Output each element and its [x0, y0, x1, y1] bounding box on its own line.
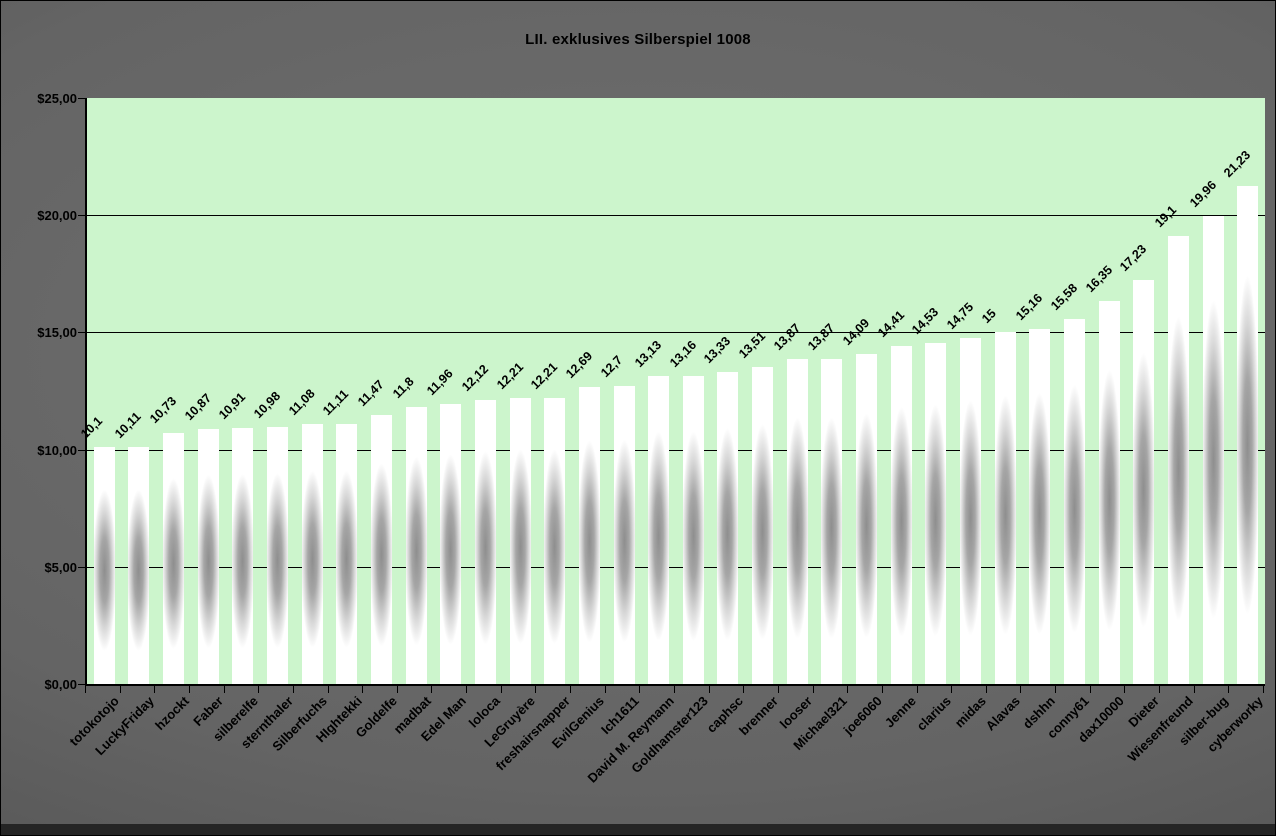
bar	[1133, 280, 1155, 684]
bottom-shadow-band	[1, 824, 1275, 835]
y-axis-label: $15,00	[37, 325, 77, 341]
bar	[960, 338, 981, 684]
y-axis-tick	[78, 449, 85, 451]
x-axis-tick	[1159, 686, 1161, 693]
x-axis-tick	[604, 686, 606, 693]
y-axis-label: $20,00	[37, 208, 77, 224]
bar	[544, 397, 566, 684]
y-axis-tick	[78, 684, 85, 685]
y-axis-label: $5,00	[44, 559, 77, 575]
bar	[1237, 186, 1259, 684]
x-axis-tick	[396, 686, 398, 693]
gridline	[87, 449, 1265, 451]
bar	[717, 371, 739, 684]
x-axis-tick	[777, 686, 779, 693]
bar	[128, 447, 150, 684]
plot-area	[85, 98, 1265, 686]
x-axis-tick	[500, 686, 502, 693]
x-axis-tick	[708, 686, 710, 693]
bar	[405, 407, 427, 684]
x-axis-tick	[639, 686, 641, 693]
bar	[856, 353, 878, 684]
x-axis-tick	[1020, 686, 1022, 693]
x-axis-tick	[223, 686, 225, 693]
bar	[613, 386, 635, 684]
bar	[648, 376, 670, 684]
bar	[1167, 236, 1189, 684]
x-axis-tick	[431, 686, 433, 693]
bar	[821, 358, 843, 684]
x-axis-tick	[812, 686, 814, 693]
x-axis-tick	[1124, 686, 1126, 693]
x-axis-tick	[1263, 686, 1264, 693]
x-axis-tick	[535, 686, 537, 693]
bar	[301, 424, 323, 684]
bar	[509, 397, 531, 684]
x-axis-tick	[951, 686, 953, 693]
x-axis-tick	[188, 686, 190, 693]
x-axis-tick	[362, 686, 364, 693]
bar	[994, 332, 1016, 684]
y-axis-tick	[78, 566, 85, 568]
bar	[440, 403, 462, 684]
y-axis-tick	[78, 215, 85, 217]
bar	[474, 399, 496, 684]
bar	[890, 346, 912, 684]
bar	[371, 415, 392, 684]
bar	[1098, 300, 1120, 684]
x-axis-tick	[1055, 686, 1057, 693]
gridline	[87, 566, 1265, 568]
x-axis-tick	[292, 686, 294, 693]
x-axis-tick	[881, 686, 883, 693]
x-axis-tick	[674, 686, 675, 693]
x-axis-tick	[847, 686, 849, 693]
x-axis-tick	[258, 686, 260, 693]
x-axis-tick	[466, 686, 468, 693]
bar	[163, 432, 185, 684]
bar	[1029, 328, 1051, 684]
gridline	[87, 215, 1265, 217]
y-axis-label: $0,00	[44, 677, 77, 692]
y-axis-label: $25,00	[37, 91, 77, 106]
x-axis-tick	[1089, 686, 1091, 693]
bar	[93, 447, 115, 684]
chart-title: LII. exklusives Silberspiel 1008	[525, 31, 751, 48]
bar	[682, 375, 704, 684]
bar	[925, 343, 947, 684]
bar	[1202, 216, 1224, 684]
bar	[267, 426, 289, 684]
x-axis-tick	[154, 686, 156, 693]
x-axis-tick	[327, 686, 329, 693]
bar	[752, 367, 774, 684]
y-axis-tick	[78, 98, 85, 99]
gridline	[87, 332, 1265, 334]
bar	[578, 386, 600, 684]
x-axis-tick	[1193, 686, 1195, 693]
y-axis-tick	[78, 332, 85, 334]
x-axis-tick	[119, 686, 121, 693]
x-axis-tick	[916, 686, 918, 693]
x-axis-tick	[85, 686, 86, 693]
x-axis-tick	[1228, 686, 1230, 693]
bar	[1063, 318, 1085, 684]
bar	[197, 429, 219, 684]
bar	[232, 428, 254, 684]
x-axis-tick	[570, 686, 572, 693]
bar	[786, 358, 808, 684]
bar	[336, 423, 358, 684]
x-axis-tick	[743, 686, 745, 693]
y-axis-label: $10,00	[37, 442, 77, 458]
x-axis-tick	[985, 686, 987, 693]
